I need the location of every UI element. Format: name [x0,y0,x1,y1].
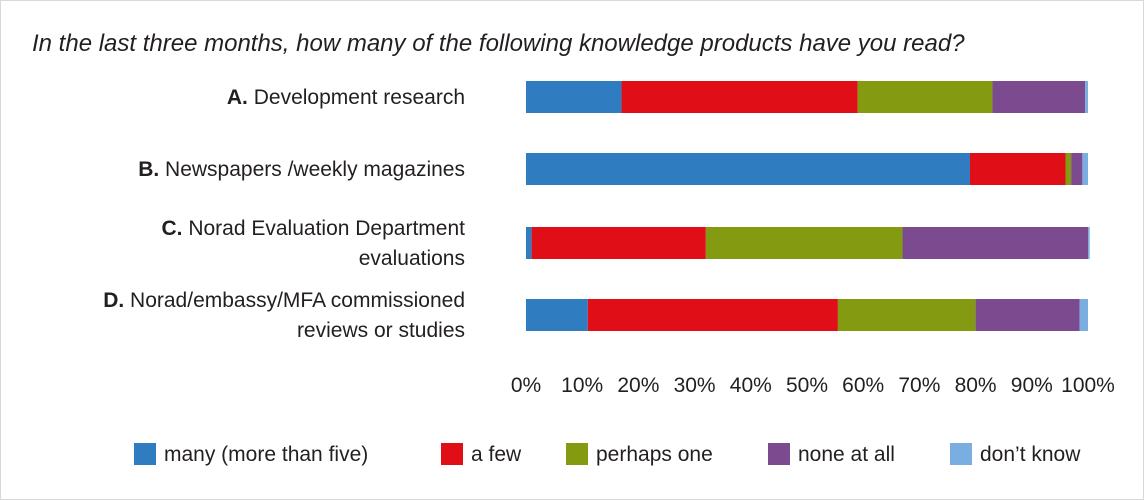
bar-segment-b-1 [969,153,1066,185]
bar-segment-c-3 [902,227,1088,259]
category-text: Development research [248,86,465,109]
x-tick-label: 100% [1061,374,1115,397]
x-tick-label: 60% [842,374,884,397]
legend-swatch [134,443,156,465]
bar-segment-b-4 [1082,153,1088,185]
x-tick-label: 10% [561,374,603,397]
category-label-c-line-2: evaluations [359,247,465,270]
category-letter: C. [162,217,183,240]
legend-label: a few [471,443,522,466]
chart-title: In the last three months, how many of th… [32,30,965,57]
category-label-c-line-1: C. Norad Evaluation Department [162,217,466,240]
legend: many (more than five) a few perhaps one non… [134,443,1081,466]
legend-label: none at all [798,443,895,466]
x-tick-label: 30% [674,374,716,397]
category-text: Norad Evaluation Department [183,217,466,240]
category-label-b-line-1: B. Newspapers /weekly magazines [138,158,465,181]
bars-group [526,81,1090,331]
x-tick-label: 90% [1011,374,1053,397]
legend-label: many (more than five) [164,443,368,466]
bar-segment-a-1 [621,81,858,113]
bar-segment-a-0 [526,81,622,113]
category-label-a-line-1: A. Development research [227,86,465,109]
category-letter: A. [227,86,248,109]
bar-segment-c-1 [531,227,706,259]
bar-segment-d-4 [1079,299,1088,331]
legend-swatch [566,443,588,465]
category-text: Norad/embassy/MFA commissioned [124,289,465,312]
bar-segment-b-2 [1065,153,1072,185]
x-tick-label: 80% [955,374,997,397]
bar-segment-a-2 [857,81,993,113]
x-tick-label: 70% [898,374,940,397]
bar-segment-d-2 [837,299,976,331]
bar-segment-d-3 [975,299,1080,331]
legend-swatch [441,443,463,465]
category-letter: B. [138,158,159,181]
x-axis-ticks: 0% 10% 20% 30% 40% 50% 60% 70% 80% 90% 100% [511,374,1115,397]
bar-segment-c-2 [705,227,903,259]
bar-segment-a-4 [1085,81,1088,113]
bar-segment-d-1 [587,299,838,331]
legend-swatch [950,443,972,465]
x-tick-label: 0% [511,374,541,397]
legend-label: perhaps one [596,443,713,466]
bar-segment-b-3 [1071,153,1083,185]
x-tick-label: 50% [786,374,828,397]
legend-label: don’t know [980,443,1081,466]
bar-segment-d-0 [526,299,588,331]
category-letter: D. [103,289,124,312]
category-label-d-line-1: D. Norad/embassy/MFA commissioned [103,289,465,312]
bar-segment-c-4 [1088,227,1090,259]
bar-segment-a-3 [992,81,1086,113]
bar-segment-c-0 [526,227,532,259]
bar-segment-b-0 [526,153,970,185]
category-text: Newspapers /weekly magazines [159,158,465,181]
legend-swatch [768,443,790,465]
x-tick-label: 40% [730,374,772,397]
category-labels: A. Development research B. Newspapers /we… [103,86,465,342]
category-label-d-line-2: reviews or studies [297,319,465,342]
x-tick-label: 20% [617,374,659,397]
